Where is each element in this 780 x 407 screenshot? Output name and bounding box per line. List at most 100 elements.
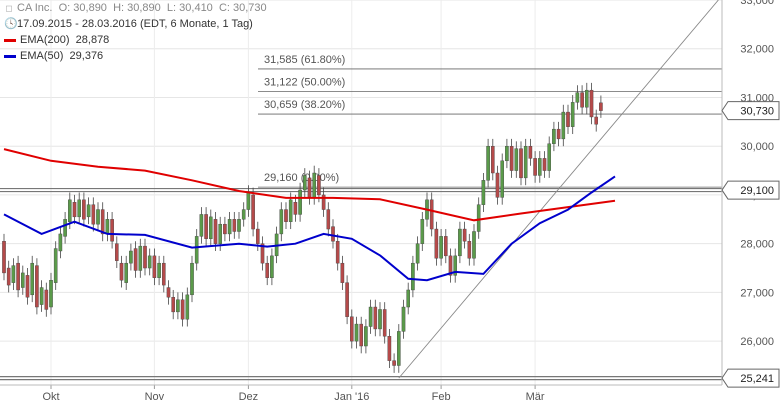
candle-body (505, 146, 509, 162)
candle-body (232, 219, 237, 232)
y-tick-label: 32,000 (740, 44, 774, 56)
candle (114, 236, 119, 269)
candle-body (331, 226, 335, 242)
candle (180, 292, 185, 327)
fib-label: 31,122 (50.00%) (264, 77, 345, 89)
candle (293, 194, 298, 222)
candle-body (298, 189, 302, 215)
candle-body (481, 180, 486, 205)
candle-body (246, 192, 251, 210)
value-tag-box (721, 101, 780, 121)
candle (411, 255, 415, 298)
candle (11, 258, 16, 290)
y-tick-label: 33,000 (740, 0, 774, 7)
candle (77, 192, 81, 225)
candle (476, 197, 481, 239)
candle-body (2, 241, 6, 274)
candle-body (434, 228, 439, 259)
candle-body (86, 204, 91, 218)
candle-body (44, 289, 49, 310)
candle-body (509, 146, 514, 171)
candle-body (340, 262, 345, 283)
candle (232, 211, 237, 239)
trendlines (398, 0, 719, 379)
candle (58, 226, 63, 259)
value-tag-box (721, 180, 780, 200)
candle-body (453, 255, 458, 276)
x-tick-label: Nov (145, 391, 165, 403)
candle-body (67, 199, 72, 222)
candle-body (53, 248, 58, 283)
candle-body (194, 236, 199, 264)
candle (340, 255, 345, 290)
candle-body (429, 199, 434, 230)
instrument-symbol-icon: ◻ (5, 3, 13, 13)
candle (453, 248, 458, 283)
x-tick-label: Dez (239, 391, 259, 403)
candle-body (373, 306, 378, 330)
candle (298, 182, 302, 222)
candle (279, 202, 284, 242)
legend-ema50[interactable]: EMA(50) 29,376 (4, 48, 267, 64)
value-tag-label: 25,241 (740, 373, 774, 385)
candle (533, 151, 537, 183)
candle-body (439, 236, 443, 259)
fib-label: 29,160 (0.00%) (264, 172, 339, 184)
fibonacci-levels: 31,585 (61.80%) 31,122 (50.00%) 30,659 (38… (258, 54, 722, 188)
x-tick-label: Okt (42, 391, 59, 403)
candle-body (190, 262, 194, 296)
candle-body (312, 172, 317, 198)
candle (91, 197, 96, 232)
candle (491, 138, 495, 181)
candle-body (251, 194, 255, 230)
candle-body (129, 250, 133, 264)
fib-label: 30,659 (38.20%) (264, 99, 345, 111)
candle (265, 255, 270, 286)
candle-body (100, 209, 105, 235)
candle-body (321, 194, 326, 210)
candle-body (161, 262, 166, 286)
ema-lines (3, 148, 616, 282)
candle-body (147, 255, 152, 269)
candle (39, 280, 44, 312)
candle-body (58, 233, 63, 252)
candle-body (279, 209, 284, 235)
candle (171, 289, 176, 320)
candle-body (514, 148, 519, 171)
ema50-value: 29,376 (69, 50, 104, 62)
candle (481, 173, 486, 212)
open-value: 30,890 (73, 2, 107, 14)
candle-body (359, 323, 364, 347)
candle-body (218, 223, 223, 244)
candle-body (124, 262, 128, 283)
candle-body (458, 228, 462, 257)
candle-body (561, 111, 566, 140)
candle-body (39, 287, 44, 305)
candle-body (21, 272, 25, 288)
candle (566, 104, 570, 135)
candle-body (500, 160, 505, 198)
candle-body (260, 243, 265, 264)
candle (129, 243, 133, 271)
candle (161, 255, 166, 293)
ema200-line (3, 148, 616, 222)
candle-body (49, 280, 53, 308)
candle (246, 185, 251, 217)
candle-body (133, 248, 138, 271)
candle (556, 121, 561, 147)
candle (392, 353, 396, 373)
candle (589, 82, 594, 125)
candle-body (105, 219, 110, 235)
candle (509, 138, 514, 178)
candle-body (552, 128, 556, 144)
value-tag: 25,241 (721, 368, 780, 388)
candle-body (157, 262, 161, 278)
candle-body (72, 202, 77, 218)
candle-body (335, 241, 340, 264)
candle-body (138, 245, 143, 271)
candle (350, 309, 354, 349)
candle (124, 255, 128, 290)
legend-ema200[interactable]: EMA(200) 28,878 (4, 32, 267, 48)
candle-body (293, 202, 298, 215)
